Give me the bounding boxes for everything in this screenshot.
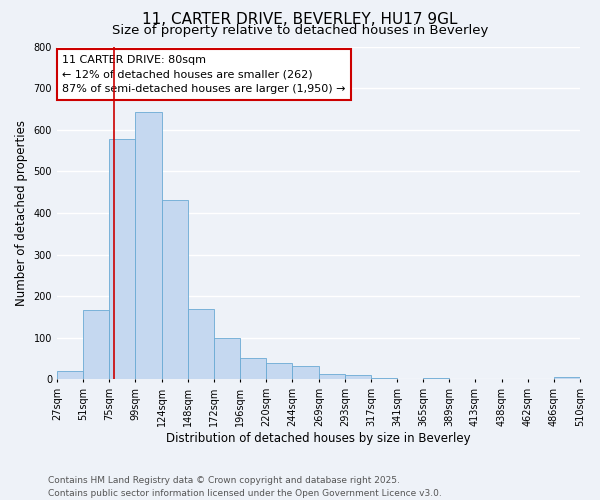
Bar [345,376,371,380]
Text: 11, CARTER DRIVE, BEVERLEY, HU17 9GL: 11, CARTER DRIVE, BEVERLEY, HU17 9GL [142,12,458,28]
Bar [57,371,83,380]
Bar [188,308,214,380]
Bar [214,338,239,380]
Bar [135,112,161,380]
Text: Size of property relative to detached houses in Beverley: Size of property relative to detached ho… [112,24,488,37]
Bar [240,358,266,380]
Text: Contains HM Land Registry data © Crown copyright and database right 2025.
Contai: Contains HM Land Registry data © Crown c… [48,476,442,498]
Bar [83,310,109,380]
Bar [266,363,292,380]
Bar [423,378,449,380]
Text: 11 CARTER DRIVE: 80sqm
← 12% of detached houses are smaller (262)
87% of semi-de: 11 CARTER DRIVE: 80sqm ← 12% of detached… [62,55,346,94]
Bar [554,378,580,380]
Bar [292,366,319,380]
Bar [371,378,397,380]
Bar [162,200,188,380]
Bar [109,139,134,380]
X-axis label: Distribution of detached houses by size in Beverley: Distribution of detached houses by size … [166,432,471,445]
Y-axis label: Number of detached properties: Number of detached properties [15,120,28,306]
Bar [319,374,345,380]
